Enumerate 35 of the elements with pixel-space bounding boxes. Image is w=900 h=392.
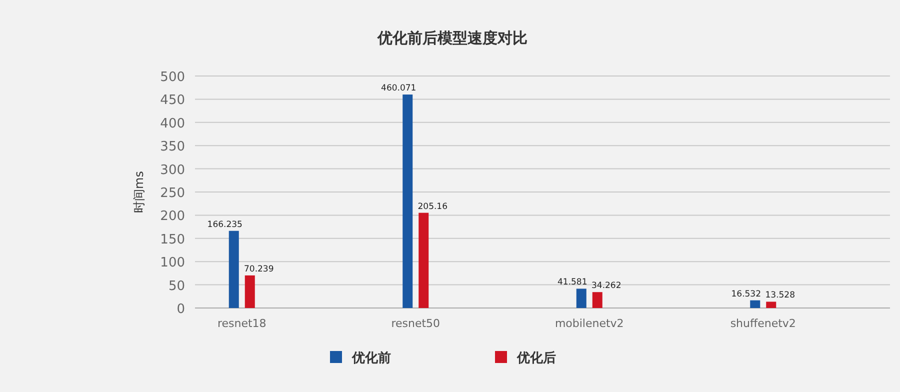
bar (244, 275, 255, 308)
y-tick-label: 250 (160, 186, 185, 201)
chart-title: 优化前后模型速度对比 (376, 29, 528, 47)
bar (228, 230, 239, 308)
legend-label: 优化后 (516, 350, 556, 366)
bar (576, 288, 586, 308)
y-tick-label: 350 (160, 140, 185, 155)
y-tick-label: 50 (168, 278, 185, 294)
y-tick-label: 150 (160, 232, 185, 248)
x-tick-label: resnet18 (217, 317, 266, 330)
data-label: 13.528 (765, 290, 795, 301)
y-tick-label: 300 (160, 162, 185, 178)
legend-label: 优化前 (351, 351, 391, 366)
y-tick-label: 100 (160, 256, 185, 271)
x-tick-label: shuffenetv2 (730, 317, 796, 330)
y-tick-label: 500 (160, 70, 185, 85)
y-axis-title: 时间ms (132, 171, 146, 213)
bar (592, 292, 602, 308)
bar (750, 300, 760, 308)
data-label: 166.235 (207, 220, 242, 230)
data-label: 460.071 (381, 84, 416, 94)
y-tick-label: 200 (160, 209, 185, 224)
data-label: 34.262 (592, 281, 622, 292)
x-tick-label: mobilenetv2 (554, 317, 624, 330)
x-tick-label: resnet50 (391, 317, 440, 330)
data-label: 41.581 (558, 278, 588, 288)
data-label: 70.239 (244, 264, 274, 274)
data-label: 16.532 (731, 289, 761, 300)
data-label: 205.16 (418, 202, 448, 212)
bar (766, 302, 776, 308)
bar (402, 94, 413, 308)
bar (418, 212, 429, 308)
y-tick-label: 400 (160, 116, 185, 132)
y-tick-label: 0 (176, 302, 185, 317)
y-tick-label: 450 (160, 93, 185, 108)
